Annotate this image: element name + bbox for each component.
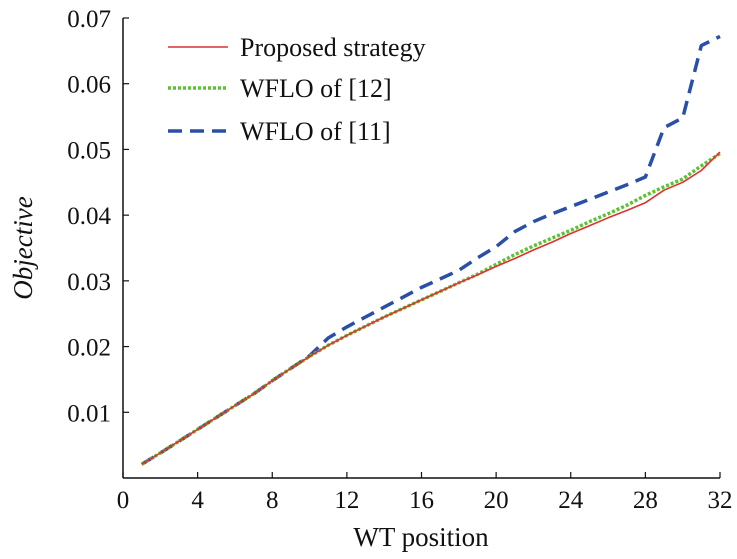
y-tick-label: 0.07: [67, 6, 111, 33]
y-tick-label: 0.03: [67, 269, 111, 296]
legend-label-wflo-11: WFLO of [11]: [240, 117, 391, 146]
x-tick-label: 20: [484, 487, 509, 514]
x-tick-label: 24: [558, 487, 584, 514]
x-axis-title: WT position: [353, 522, 489, 552]
series-line-wflo-12: [140, 151, 721, 466]
plot-area: [122, 18, 720, 479]
series-layer: [140, 34, 721, 466]
y-tick-label: 0.04: [67, 203, 111, 230]
x-tick-label: 0: [117, 487, 130, 514]
series-line-proposed-strategy: [141, 151, 721, 465]
y-axis-ticks: 0.01 0.02 0.03 0.04 0.05 0.06 0.07: [67, 6, 129, 427]
y-tick-label: 0.05: [67, 137, 111, 164]
y-tick-label: 0.01: [67, 400, 111, 427]
y-tick-label: 0.02: [67, 335, 111, 362]
y-axis-title: Objective: [8, 196, 38, 299]
legend-label-proposed: Proposed strategy: [240, 33, 426, 62]
x-tick-label: 32: [708, 487, 733, 514]
x-tick-label: 28: [633, 487, 658, 514]
y-tick-label: 0.06: [67, 72, 111, 99]
x-tick-label: 12: [334, 487, 359, 514]
x-axis-ticks: 0 4 8 12 16 20 24 28 32: [117, 472, 733, 514]
x-tick-label: 8: [266, 487, 279, 514]
series-line-wflo-11: [140, 34, 721, 466]
x-tick-label: 4: [191, 487, 204, 514]
x-tick-label: 16: [409, 487, 434, 514]
legend-label-wflo-12: WFLO of [12]: [240, 74, 392, 103]
legend: Proposed strategy WFLO of [12] WFLO of […: [168, 33, 426, 146]
